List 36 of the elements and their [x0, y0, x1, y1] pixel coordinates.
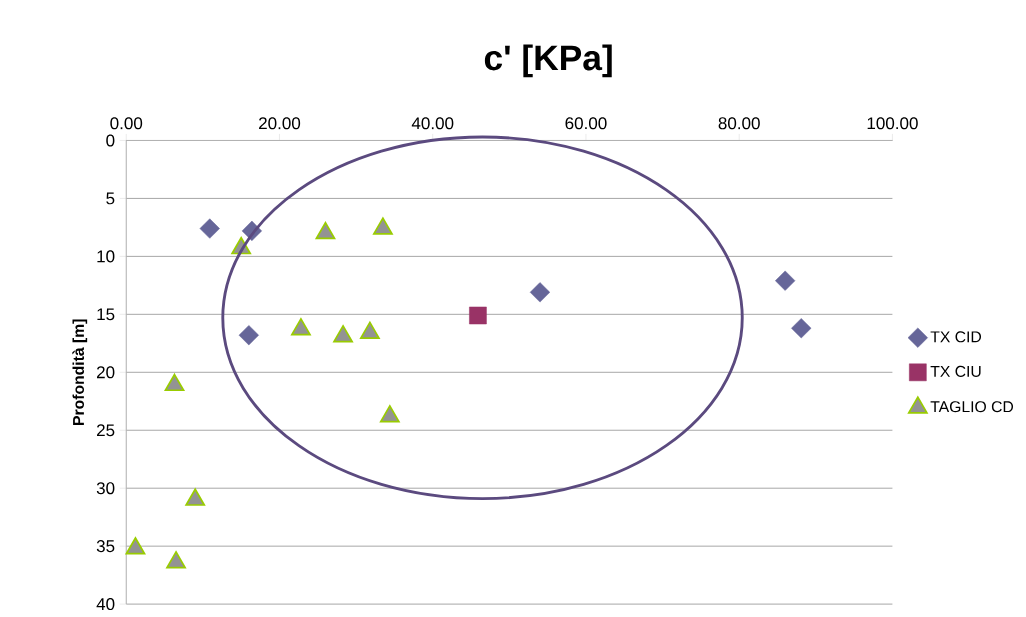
y-tick-label: 5 — [106, 192, 115, 205]
point — [775, 270, 796, 291]
x-tick-label: 20.00 — [259, 117, 301, 130]
point — [372, 217, 393, 235]
legend-label: TAGLIO CD — [930, 401, 1014, 413]
x-tick-label: 100.00 — [867, 117, 918, 130]
y-tick-label: 15 — [97, 308, 115, 321]
point — [199, 218, 220, 239]
point — [166, 551, 186, 569]
point — [359, 321, 380, 340]
point — [291, 318, 311, 336]
chart-title: c' [KPa] — [484, 44, 612, 78]
y-tick-label: 10 — [97, 250, 115, 263]
point — [333, 325, 353, 343]
point — [469, 306, 487, 325]
x-tick-label: 0.00 — [110, 117, 143, 130]
y-axis-title: Profondità [m] — [72, 319, 88, 425]
x-tick-label: 80.00 — [718, 117, 760, 130]
y-tick-label: 30 — [96, 482, 115, 495]
legend-label: TX CID — [930, 331, 982, 343]
point — [125, 537, 146, 555]
x-tick-label: 60.00 — [565, 117, 607, 130]
point — [379, 405, 400, 423]
point — [185, 488, 206, 506]
y-tick-label: 0 — [106, 134, 115, 147]
y-tick-label: 40 — [96, 598, 115, 611]
point — [164, 373, 185, 392]
point — [238, 325, 259, 346]
y-tick-label: 25 — [97, 424, 115, 437]
y-tick-label: 35 — [96, 540, 115, 553]
x-tick-label: 40.00 — [411, 117, 454, 130]
point — [791, 318, 812, 339]
y-tick-label: 20 — [97, 366, 115, 379]
point — [529, 282, 551, 303]
legend-label: TX CIU — [930, 365, 981, 378]
point — [315, 221, 336, 240]
